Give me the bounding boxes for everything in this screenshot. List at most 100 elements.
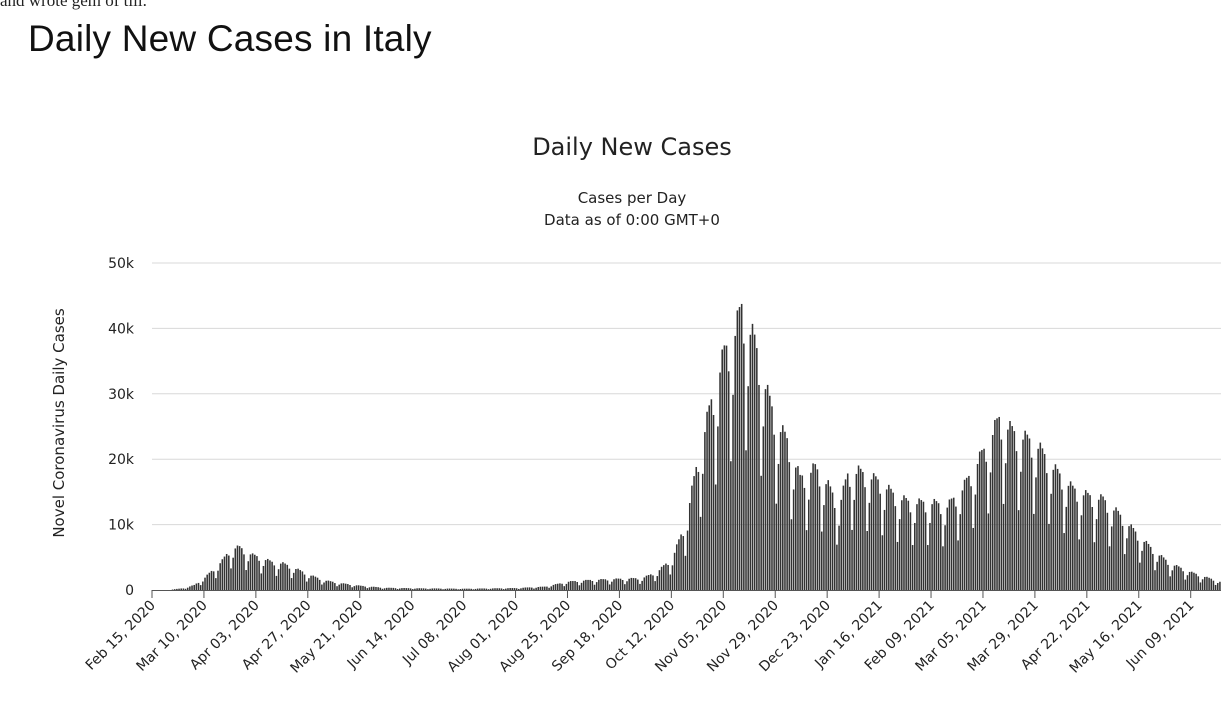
bar xyxy=(872,473,875,590)
bar xyxy=(948,499,951,590)
bar xyxy=(217,570,219,590)
bar xyxy=(879,493,881,590)
bar xyxy=(414,588,416,590)
bar xyxy=(875,476,877,590)
bar xyxy=(202,581,204,590)
bar xyxy=(760,475,762,590)
bar xyxy=(1186,575,1189,590)
bar xyxy=(582,580,585,590)
bar xyxy=(206,574,208,590)
bar xyxy=(844,479,847,590)
bar xyxy=(178,588,180,590)
bar xyxy=(933,498,936,590)
bar xyxy=(699,516,702,590)
bar xyxy=(697,471,700,590)
bar xyxy=(334,583,336,590)
bar xyxy=(762,426,765,590)
bar xyxy=(1100,494,1102,590)
bar xyxy=(342,583,345,590)
bar xyxy=(318,579,321,590)
bar xyxy=(996,418,998,590)
bar xyxy=(396,588,399,590)
bar xyxy=(658,570,661,590)
bar xyxy=(1117,510,1119,590)
bar xyxy=(1089,495,1091,590)
bar xyxy=(316,577,319,590)
bar xyxy=(963,479,966,590)
bar xyxy=(814,464,817,590)
bar xyxy=(924,512,927,590)
bar xyxy=(994,419,996,590)
bar xyxy=(855,473,858,590)
bar xyxy=(1106,512,1109,590)
bar xyxy=(256,556,258,590)
bar xyxy=(706,411,708,590)
bar xyxy=(513,588,516,590)
bar xyxy=(258,560,260,590)
bar xyxy=(1178,566,1180,590)
bar xyxy=(914,522,916,590)
bar xyxy=(424,588,427,590)
bar xyxy=(323,582,325,590)
bar xyxy=(978,451,981,590)
bar xyxy=(682,536,685,590)
bar xyxy=(652,575,654,590)
bar xyxy=(375,586,377,590)
bar xyxy=(448,588,451,590)
bar xyxy=(1054,464,1057,590)
bar xyxy=(466,588,468,590)
bar xyxy=(952,497,955,590)
bar xyxy=(591,580,594,590)
bar xyxy=(373,586,375,590)
bar xyxy=(509,588,511,590)
bar xyxy=(176,588,178,590)
bar xyxy=(431,588,434,590)
bar xyxy=(232,557,234,590)
bar xyxy=(327,580,330,590)
bar xyxy=(546,586,548,590)
y-axis-label: Novel Coronavirus Daily Cases xyxy=(50,308,68,538)
bar xyxy=(399,588,401,590)
bar xyxy=(777,463,780,590)
bar xyxy=(325,580,327,590)
bar xyxy=(665,563,667,590)
bar xyxy=(738,307,741,590)
bar xyxy=(1067,485,1070,590)
bar xyxy=(498,588,501,590)
bar xyxy=(1033,513,1035,590)
bar xyxy=(453,588,455,590)
bar xyxy=(336,586,338,590)
bar xyxy=(230,568,232,590)
bar xyxy=(1214,584,1217,590)
bar xyxy=(1039,442,1042,590)
bar xyxy=(241,548,243,590)
bar xyxy=(790,519,793,590)
bar xyxy=(684,555,687,590)
bar xyxy=(234,548,237,590)
bar xyxy=(572,581,574,590)
bar xyxy=(409,588,412,590)
bar xyxy=(712,415,715,590)
bar xyxy=(710,399,713,590)
bar xyxy=(829,486,832,590)
bar xyxy=(1013,431,1016,590)
bar xyxy=(1143,541,1145,590)
bar xyxy=(1167,564,1169,590)
bar xyxy=(721,349,723,590)
bar xyxy=(210,570,213,590)
bar xyxy=(383,588,386,590)
bar xyxy=(634,578,637,590)
bar xyxy=(626,581,628,590)
bar xyxy=(961,490,964,590)
bar xyxy=(288,568,291,590)
bar xyxy=(559,583,561,590)
bar xyxy=(1180,567,1182,590)
bar xyxy=(368,587,371,590)
bar xyxy=(931,504,933,590)
bar xyxy=(691,485,693,590)
bar xyxy=(922,501,925,590)
bar xyxy=(1158,555,1161,590)
bar xyxy=(730,461,732,590)
bar xyxy=(918,498,920,590)
